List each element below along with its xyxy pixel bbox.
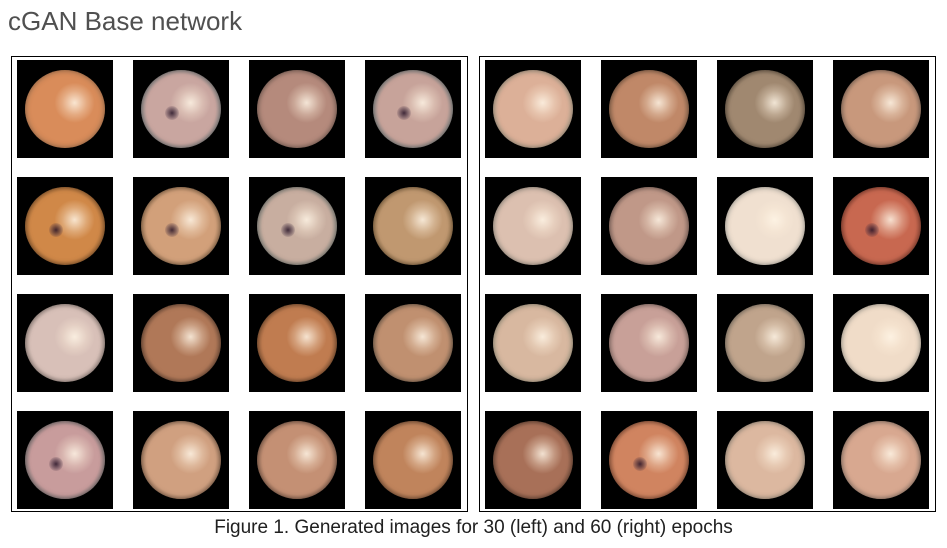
fundus-disc [493, 187, 573, 265]
fundus-disc [373, 421, 453, 499]
panel-60-epochs [479, 56, 936, 512]
figure-caption: Figure 1. Generated images for 30 (left)… [214, 517, 733, 538]
generated-image [601, 294, 697, 392]
generated-image [601, 411, 697, 509]
fundus-disc [609, 421, 689, 499]
fundus-disc [257, 187, 337, 265]
generated-image [601, 177, 697, 275]
dark-spot [397, 106, 411, 120]
generated-image [485, 177, 581, 275]
generated-image [833, 411, 929, 509]
generated-image [133, 177, 229, 275]
generated-image [17, 60, 113, 158]
generated-image [717, 60, 813, 158]
fundus-disc [725, 421, 805, 499]
fundus-disc [493, 421, 573, 499]
fundus-disc [609, 70, 689, 148]
dark-spot [49, 223, 63, 237]
generated-image [485, 294, 581, 392]
dark-spot [865, 223, 879, 237]
fundus-disc [725, 70, 805, 148]
fundus-disc [493, 70, 573, 148]
generated-image [833, 294, 929, 392]
generated-image [249, 177, 345, 275]
fundus-disc [609, 304, 689, 382]
generated-image [717, 294, 813, 392]
dark-spot [165, 223, 179, 237]
generated-image [133, 411, 229, 509]
fundus-disc [373, 304, 453, 382]
dark-spot [633, 457, 647, 471]
generated-image [833, 60, 929, 158]
image-grid-right [485, 60, 929, 509]
fundus-disc [841, 70, 921, 148]
generated-image [249, 60, 345, 158]
dark-spot [165, 106, 179, 120]
fundus-disc [141, 421, 221, 499]
generated-image [485, 60, 581, 158]
fundus-disc [141, 304, 221, 382]
panel-30-epochs [11, 56, 468, 512]
image-grid-left [17, 60, 461, 509]
generated-image [717, 411, 813, 509]
fundus-disc [493, 304, 573, 382]
dark-spot [281, 223, 295, 237]
generated-image [17, 411, 113, 509]
fundus-disc [257, 70, 337, 148]
generated-image [133, 294, 229, 392]
generated-image [365, 294, 461, 392]
fundus-disc [841, 421, 921, 499]
generated-image [833, 177, 929, 275]
fundus-disc [25, 304, 105, 382]
generated-image [17, 177, 113, 275]
fundus-disc [141, 187, 221, 265]
fundus-disc [25, 187, 105, 265]
fundus-disc [725, 304, 805, 382]
fundus-disc [373, 70, 453, 148]
fundus-disc [257, 304, 337, 382]
fundus-disc [725, 187, 805, 265]
fundus-disc [609, 187, 689, 265]
generated-image [365, 411, 461, 509]
generated-image [17, 294, 113, 392]
generated-image [249, 294, 345, 392]
page-title: cGAN Base network [8, 6, 243, 36]
generated-image [133, 60, 229, 158]
fundus-disc [25, 70, 105, 148]
generated-image [365, 177, 461, 275]
fundus-disc [841, 187, 921, 265]
generated-image [365, 60, 461, 158]
fundus-disc [25, 421, 105, 499]
fundus-disc [141, 70, 221, 148]
generated-image [485, 411, 581, 509]
fundus-disc [373, 187, 453, 265]
fundus-disc [841, 304, 921, 382]
generated-image [601, 60, 697, 158]
fundus-disc [257, 421, 337, 499]
dark-spot [49, 457, 63, 471]
generated-image [249, 411, 345, 509]
generated-image [717, 177, 813, 275]
